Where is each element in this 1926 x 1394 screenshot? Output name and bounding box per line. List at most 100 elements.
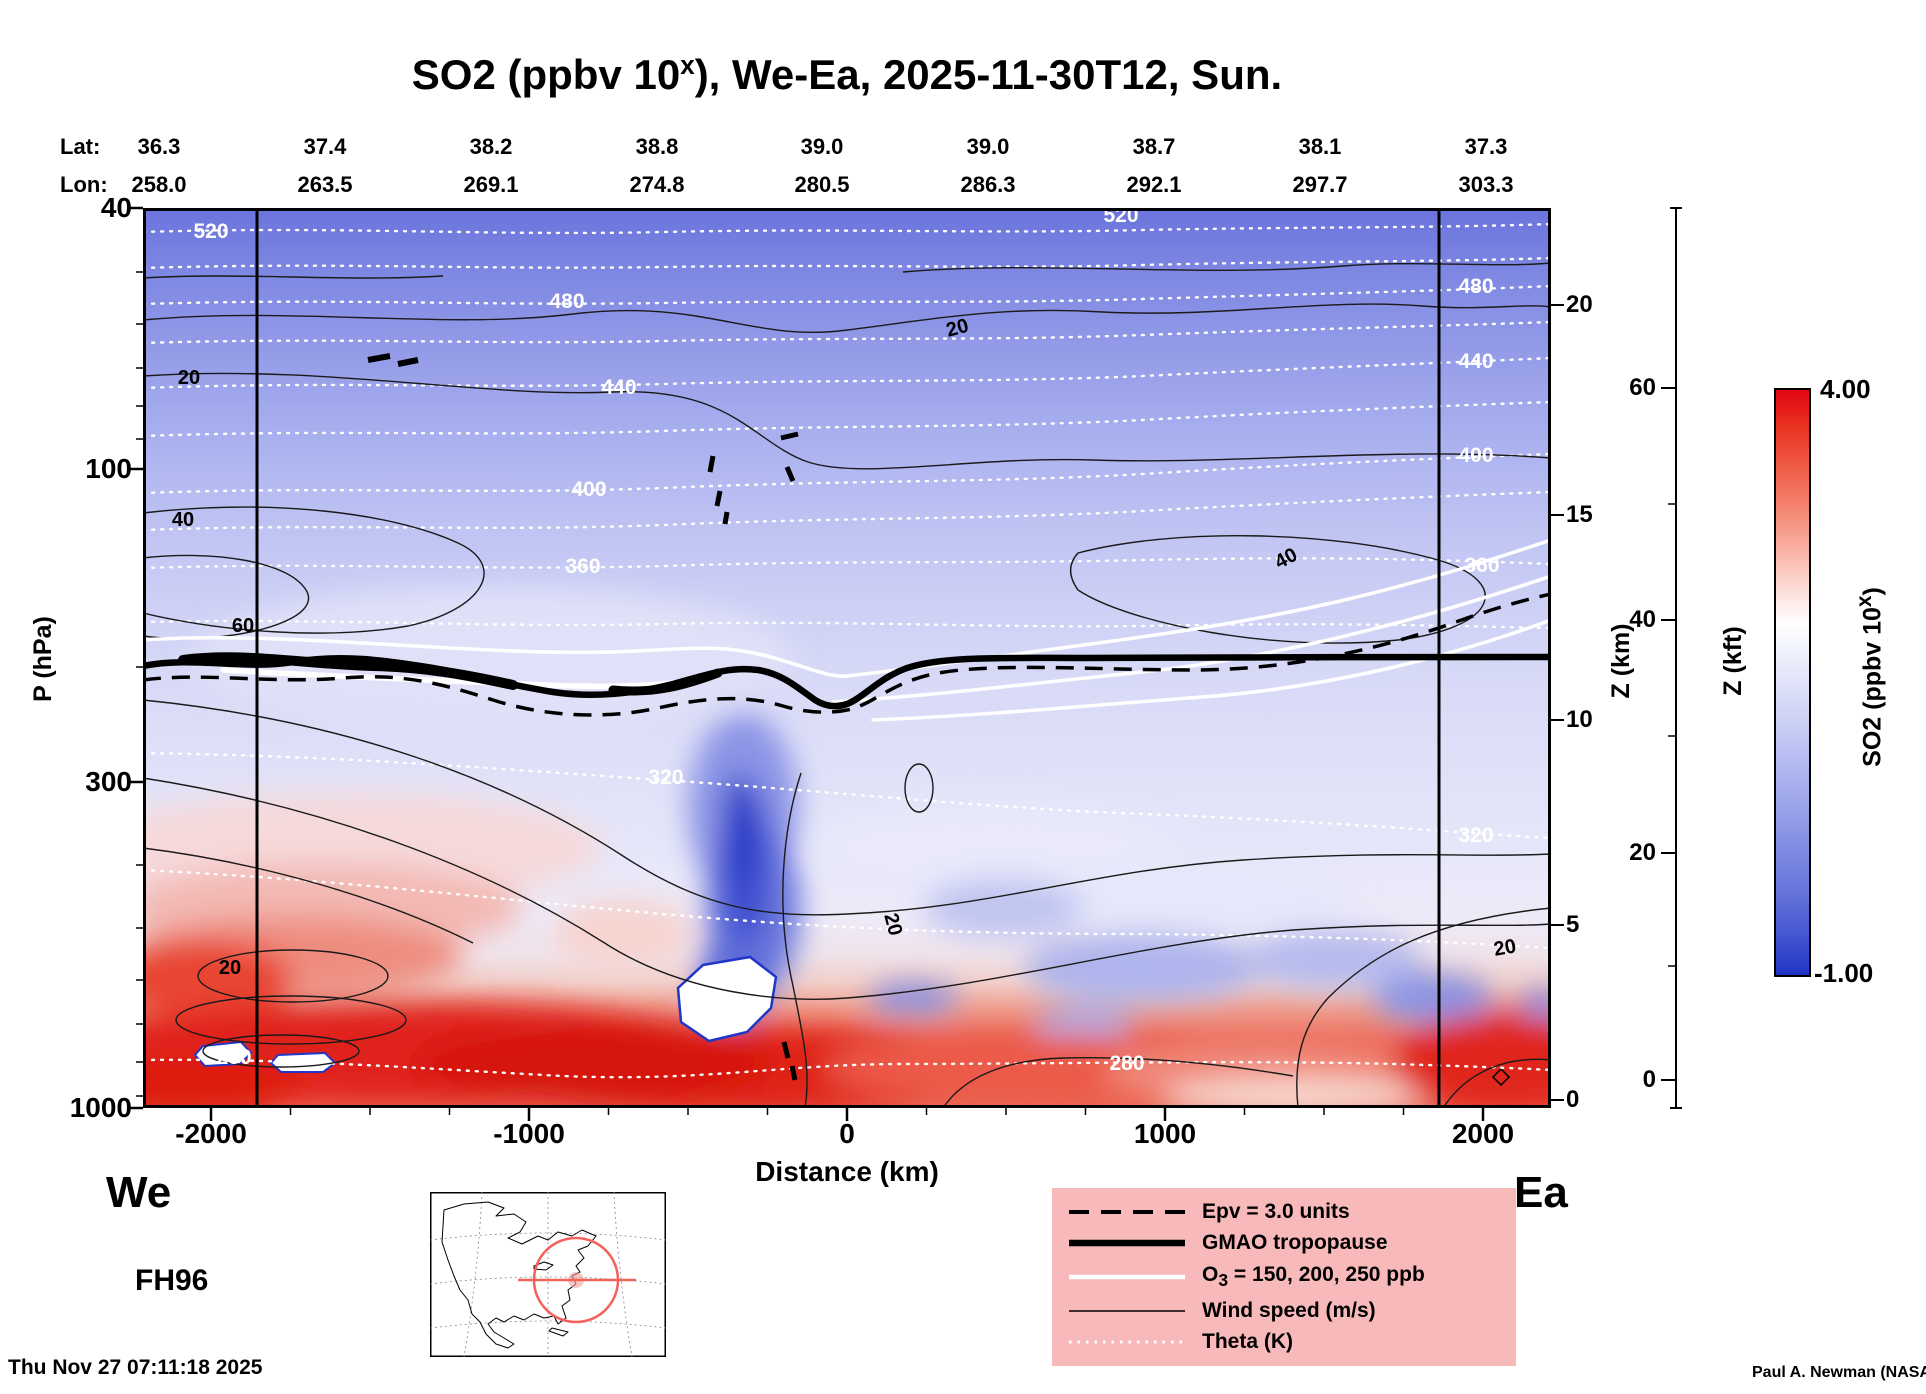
lat-value: 38.7 — [1132, 134, 1176, 159]
lat-value: 37.4 — [303, 134, 347, 159]
colorbar — [1774, 388, 1811, 977]
lat-value: 38.8 — [635, 134, 679, 159]
theta-label: 360 — [565, 555, 600, 578]
p-tick-label: 1000 — [69, 1092, 132, 1123]
x-axis-major-ticks — [209, 1108, 1485, 1121]
colorbar-title-suffix: ) — [1858, 587, 1887, 596]
lon-value: 303.3 — [1458, 172, 1514, 197]
tropopause-line-sample — [1052, 1237, 1202, 1249]
theta-label: 280 — [216, 1046, 251, 1069]
theta-label: 520 — [193, 220, 228, 243]
theta-label: 520 — [1103, 208, 1138, 227]
wind-label: 20 — [1492, 935, 1518, 961]
x-tick-label: 2000 — [1451, 1118, 1515, 1149]
colorbar-title: SO2 (ppbv 10x) — [1853, 507, 1887, 847]
wind-speed-contours — [143, 262, 1551, 1108]
p-tick-label: 300 — [85, 766, 132, 797]
zkm-tick-label: 10 — [1566, 706, 1593, 733]
plot-frame — [143, 208, 1551, 1108]
theta-label: 480 — [549, 290, 584, 313]
legend-item-epv: Epv = 3.0 units — [1052, 1200, 1516, 1224]
colorbar-title-superscript: x — [1853, 595, 1876, 608]
theta-contours — [143, 222, 1551, 1079]
x-tick-label: 1000 — [1133, 1118, 1197, 1149]
tropopause-line — [143, 652, 1551, 710]
legend-item-tropopause: GMAO tropopause — [1052, 1231, 1516, 1255]
zkm-tick-label: 20 — [1566, 291, 1593, 318]
lon-value: 297.7 — [1292, 172, 1348, 197]
map-coastlines — [441, 1201, 597, 1349]
theta-label: 440 — [1458, 350, 1493, 373]
wind-label: 20 — [178, 367, 200, 389]
lon-value: 292.1 — [1126, 172, 1182, 197]
theta-contour-labels: 520 520 480 480 440 440 400 400 360 360 … — [193, 208, 1499, 1075]
zkft-tick-label: 20 — [1629, 839, 1656, 866]
lon-value: 280.5 — [794, 172, 850, 197]
lat-value: 39.0 — [800, 134, 844, 159]
p-tick-label: 100 — [85, 453, 132, 484]
zkft-axis-title: Z (kft) — [1719, 626, 1747, 696]
legend-item-ozone: O3 = 150, 200, 250 ppb — [1052, 1263, 1516, 1291]
small-diamond-contour — [1491, 1067, 1511, 1087]
colorbar-title-prefix: SO2 (ppbv 10 — [1858, 607, 1887, 767]
epv-contour — [143, 353, 1551, 1081]
lon-value: 263.5 — [297, 172, 353, 197]
lon-value: 269.1 — [463, 172, 519, 197]
wind-contour-labels: 20 20 40 60 40 20 20 20 — [172, 315, 1518, 979]
colorbar-min-label: -1.00 — [1814, 958, 1874, 988]
colorbar-max-label: 4.00 — [1820, 374, 1871, 404]
zkft-tick-label: 40 — [1629, 606, 1656, 633]
zkft-axis-minor-ticks — [1668, 503, 1676, 967]
zkm-tick-label: 15 — [1566, 501, 1593, 528]
legend-item-label: Theta (K) — [1202, 1330, 1293, 1354]
theta-line-sample — [1052, 1336, 1202, 1348]
wind-line-sample — [1052, 1305, 1202, 1317]
theta-label: 320 — [648, 766, 683, 789]
p-tick-label: 40 — [100, 192, 132, 223]
theta-label: 280 — [1109, 1052, 1144, 1075]
lat-value: 38.2 — [469, 134, 513, 159]
epv-line-sample — [1052, 1206, 1202, 1218]
plot-area: 520 520 480 480 440 440 400 400 360 360 … — [143, 208, 1551, 1108]
map-inset — [429, 1191, 667, 1358]
wind-label: 20 — [219, 957, 241, 979]
title-prefix: SO2 (ppbv 10 — [411, 51, 681, 98]
east-endpoint-label: Ea — [1514, 1168, 1568, 1217]
legend: Epv = 3.0 units GMAO tropopause O3 = 150… — [1052, 1188, 1516, 1366]
map-graticule — [429, 1191, 667, 1358]
zkm-tick-label: 5 — [1566, 911, 1580, 938]
theta-label: 480 — [1458, 275, 1493, 298]
lon-row-label: Lon: — [60, 172, 108, 197]
page-title: SO2 (ppbv 10x), We-Ea, 2025-11-30T12, Su… — [143, 50, 1551, 99]
zkft-axis-line — [1670, 207, 1682, 1109]
legend-item-label: Wind speed (m/s) — [1202, 1298, 1376, 1322]
theta-label: 400 — [571, 478, 606, 501]
p-axis-major-ticks — [130, 206, 143, 1110]
legend-item-label: O3 = 150, 200, 250 ppb — [1202, 1262, 1425, 1291]
legend-item-wind: Wind speed (m/s) — [1052, 1299, 1516, 1323]
legend-item-theta: Theta (K) — [1052, 1330, 1516, 1354]
zkft-axis-major-ticks — [1661, 387, 1676, 1081]
theta-label: 360 — [1464, 554, 1499, 577]
forecast-hour-label: FH96 — [135, 1264, 209, 1297]
x-tick-label: -2000 — [175, 1118, 247, 1149]
generation-timestamp: Thu Nov 27 07:11:18 2025 — [8, 1356, 263, 1379]
x-tick-label: 0 — [839, 1118, 855, 1149]
zkft-tick-label: 60 — [1629, 374, 1656, 401]
so2-field: 520 520 480 480 440 440 400 400 360 360 … — [143, 208, 1551, 1108]
lat-value: 38.1 — [1298, 134, 1342, 159]
lat-value: 37.3 — [1464, 134, 1508, 159]
x-axis-title: Distance (km) — [755, 1156, 939, 1187]
x-tick-label: -1000 — [493, 1118, 565, 1149]
y-axis-title: P (hPa) — [29, 616, 57, 702]
zkm-axis-ticks — [1551, 304, 1564, 1101]
lat-value: 36.3 — [137, 134, 181, 159]
theta-label: 400 — [1458, 444, 1493, 467]
vertical-reference-lines — [255, 208, 1441, 1108]
lon-value: 274.8 — [629, 172, 685, 197]
zkft-tick-label: 0 — [1642, 1066, 1656, 1093]
p-axis-minor-ticks — [136, 271, 143, 1097]
credit-text: Paul A. Newman (NASA — [1752, 1364, 1926, 1381]
